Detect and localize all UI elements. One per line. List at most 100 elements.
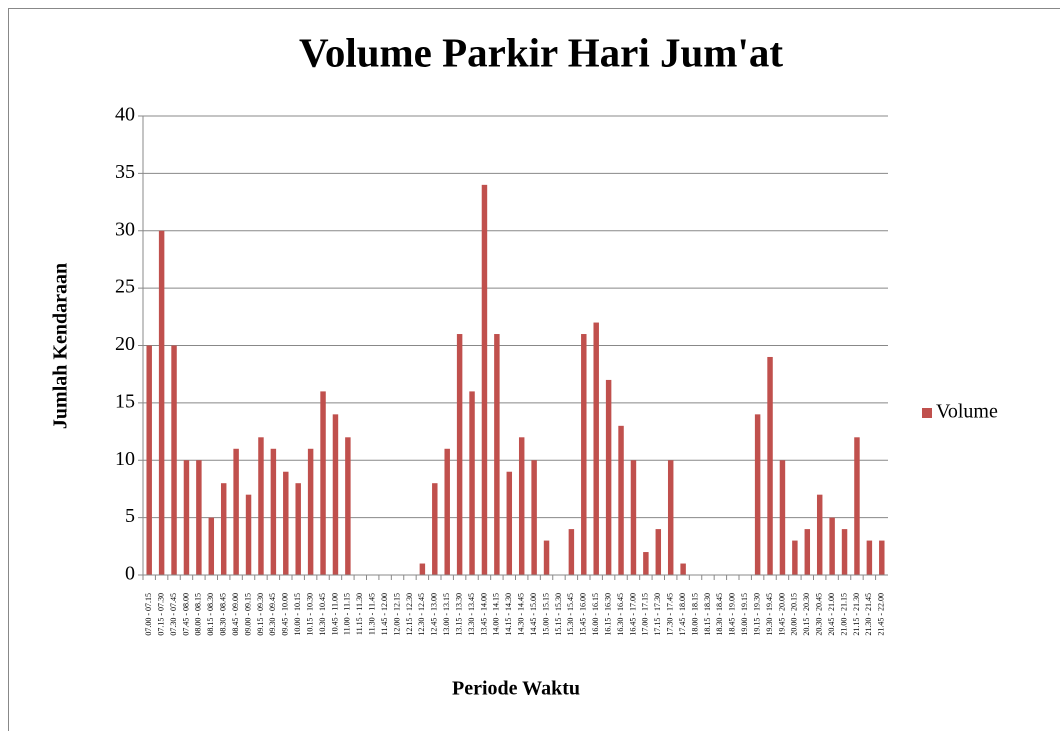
x-tick-label: 15.15 - 15.30 [554, 593, 563, 636]
bar [320, 391, 326, 575]
bar [456, 334, 463, 575]
x-tick-label: 07.15 - 07.30 [156, 593, 165, 636]
x-tick-label: 15.00 - 15.15 [541, 593, 550, 636]
bar [307, 448, 314, 575]
bar [494, 334, 500, 575]
bar [233, 448, 239, 575]
bar [618, 425, 624, 575]
bar [481, 184, 488, 575]
bar [518, 437, 525, 575]
x-tick-label: 12.00 - 12.15 [392, 593, 401, 636]
x-tick-label: 11.15 - 11.30 [355, 593, 364, 635]
bar [196, 460, 202, 575]
x-tick-label: 16.15 - 16.30 [603, 593, 612, 636]
x-tick-label: 12.15 - 12.30 [405, 593, 414, 636]
bar [543, 540, 550, 575]
bar [171, 345, 177, 575]
x-tick-label: 12.45 - 13.00 [430, 593, 439, 636]
bar [630, 460, 637, 575]
x-tick-label: 10.00 - 10.15 [293, 593, 302, 636]
y-tick-label: 10 [115, 448, 135, 470]
x-tick-label: 13.15 - 13.30 [454, 593, 463, 636]
x-tick-label: 18.15 - 18.30 [703, 593, 712, 636]
bar [183, 460, 190, 575]
bar [332, 414, 339, 575]
x-tick-label: 08.15 - 08.30 [206, 593, 215, 636]
x-tick-label: 18.45 - 19.00 [728, 593, 737, 636]
x-tick-label: 08.30 - 08.45 [219, 593, 228, 636]
x-tick-label: 09.00 - 09.15 [243, 593, 252, 636]
y-tick-label: 0 [125, 563, 135, 585]
x-tick-label: 18.30 - 18.45 [715, 593, 724, 636]
x-tick-label: 11.00 - 11.15 [343, 593, 352, 635]
bar [754, 414, 761, 575]
legend-label: Volume [936, 401, 998, 423]
x-tick-label: 21.15 - 21.30 [852, 593, 861, 636]
bar [605, 379, 612, 575]
x-tick-label: 11.45 - 12.00 [380, 593, 389, 635]
x-tick-label: 20.30 - 20.45 [815, 593, 824, 636]
bar [283, 471, 289, 575]
bar [779, 460, 786, 575]
x-tick-label: 09.45 - 10.00 [281, 593, 290, 636]
x-tick-label: 21.45 - 22.00 [877, 593, 886, 636]
x-tick-label: 10.45 - 11.00 [330, 593, 339, 635]
y-tick-label: 5 [125, 505, 135, 527]
x-tick-label: 10.30 - 10.45 [318, 593, 327, 636]
y-axis-label: Jumlah Kendaraan [50, 263, 72, 429]
x-tick-label: 09.30 - 09.45 [268, 593, 277, 636]
bar [816, 494, 823, 575]
x-tick-label: 14.30 - 14.45 [517, 593, 526, 636]
bar [531, 460, 537, 575]
x-tick-label: 14.45 - 15.00 [529, 593, 538, 636]
x-tick-label: 07.00 - 07.15 [144, 593, 153, 636]
y-tick-label: 35 [115, 161, 135, 183]
x-tick-label: 21.30 - 21.45 [864, 593, 873, 636]
x-tick-label: 08.00 - 08.15 [194, 593, 203, 636]
x-tick-label: 15.30 - 15.45 [566, 593, 575, 636]
bar [667, 460, 674, 575]
x-tick-label: 07.45 - 08.00 [181, 593, 190, 636]
x-tick-label: 17.15 - 17.30 [653, 593, 662, 636]
x-tick-label: 13.45 - 14.00 [479, 593, 488, 636]
bar [581, 334, 587, 575]
x-tick-label: 11.30 - 11.45 [368, 593, 377, 635]
bar [419, 563, 426, 575]
bar [841, 529, 848, 575]
bar [220, 483, 227, 575]
bar [444, 448, 450, 575]
x-tick-label: 13.30 - 13.45 [467, 593, 476, 636]
bar [345, 437, 351, 575]
bar [158, 230, 165, 575]
x-tick-label: 20.00 - 20.15 [790, 593, 799, 636]
chart-border [8, 8, 1060, 731]
x-tick-label: 17.00 - 17.15 [641, 593, 650, 636]
x-tick-label: 20.15 - 20.30 [802, 593, 811, 636]
x-tick-label: 19.15 - 19.30 [752, 593, 761, 636]
bar [469, 391, 475, 575]
x-tick-label: 13.00 - 13.15 [442, 593, 451, 636]
bar [655, 529, 662, 575]
bar [854, 437, 860, 575]
x-tick-label: 15.45 - 16.00 [579, 593, 588, 636]
bar [506, 471, 513, 575]
y-tick-label: 25 [115, 276, 135, 298]
x-tick-label: 12.30 - 12.45 [417, 593, 426, 636]
bar [804, 529, 811, 575]
x-tick-label: 14.15 - 14.30 [504, 593, 513, 636]
x-tick-label: 17.30 - 17.45 [666, 593, 675, 636]
y-tick-label: 30 [115, 218, 135, 240]
x-tick-label: 21.00 - 21.15 [839, 593, 848, 636]
bar [258, 437, 264, 575]
chart-title: Volume Parkir Hari Jum'at [299, 29, 783, 75]
bar [568, 529, 575, 575]
x-axis-label: Periode Waktu [452, 678, 580, 700]
bar [879, 540, 885, 575]
x-tick-label: 10.15 - 10.30 [305, 593, 314, 636]
x-tick-label: 19.45 - 20.00 [777, 593, 786, 636]
x-tick-label: 19.30 - 19.45 [765, 593, 774, 636]
x-tick-label: 08.45 - 09.00 [231, 593, 240, 636]
bar [295, 483, 301, 575]
bar [829, 517, 835, 575]
y-tick-label: 20 [115, 333, 135, 355]
